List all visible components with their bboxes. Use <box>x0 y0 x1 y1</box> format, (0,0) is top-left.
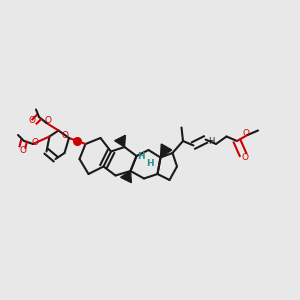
Text: O: O <box>241 153 248 162</box>
Polygon shape <box>115 135 125 147</box>
Text: O: O <box>242 129 250 138</box>
Text: H: H <box>146 159 154 168</box>
Text: O: O <box>44 116 52 125</box>
Text: O: O <box>28 116 35 125</box>
Text: H: H <box>208 136 214 146</box>
Polygon shape <box>160 144 172 158</box>
Text: O: O <box>32 138 39 147</box>
Text: H: H <box>137 152 145 161</box>
Text: O: O <box>20 146 27 155</box>
Text: O: O <box>62 131 69 140</box>
Polygon shape <box>121 171 131 183</box>
